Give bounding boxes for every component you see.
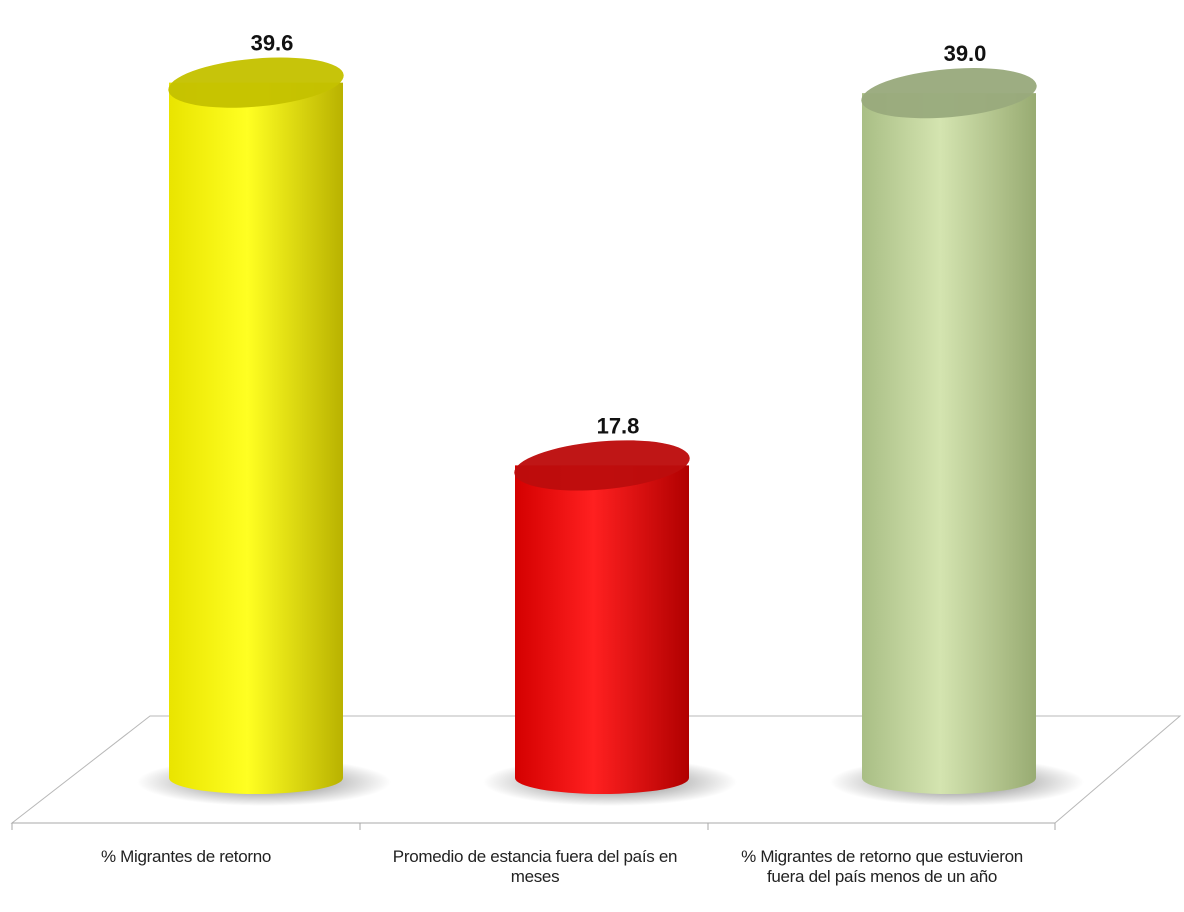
bar-top-cap — [861, 68, 1037, 119]
value-label: 39.0 — [944, 41, 987, 66]
bar: 39.6 — [137, 31, 391, 806]
bar-body — [862, 93, 1036, 794]
x-axis — [11, 822, 1056, 830]
category-label: Promedio de estancia fuera del país en m… — [392, 847, 678, 886]
value-label: 17.8 — [597, 413, 640, 438]
bar-body — [169, 82, 343, 794]
bars-group: 39.6 17.8 39.0 — [137, 31, 1084, 806]
bar-top-cap — [514, 440, 690, 491]
bar: 39.0 — [830, 41, 1084, 806]
bar: 17.8 — [483, 413, 737, 806]
bar-body — [515, 465, 689, 794]
category-label: % Migrantes de retorno — [100, 847, 272, 866]
value-label: 39.6 — [251, 31, 294, 56]
bar-top-cap-shade — [168, 57, 344, 108]
category-label: % Migrantes de retorno que estuvieron fu… — [741, 847, 1023, 886]
bar-top-cap — [168, 57, 344, 108]
bar-top-cap-shade — [514, 440, 690, 491]
bar-top-cap-shade — [861, 68, 1037, 119]
